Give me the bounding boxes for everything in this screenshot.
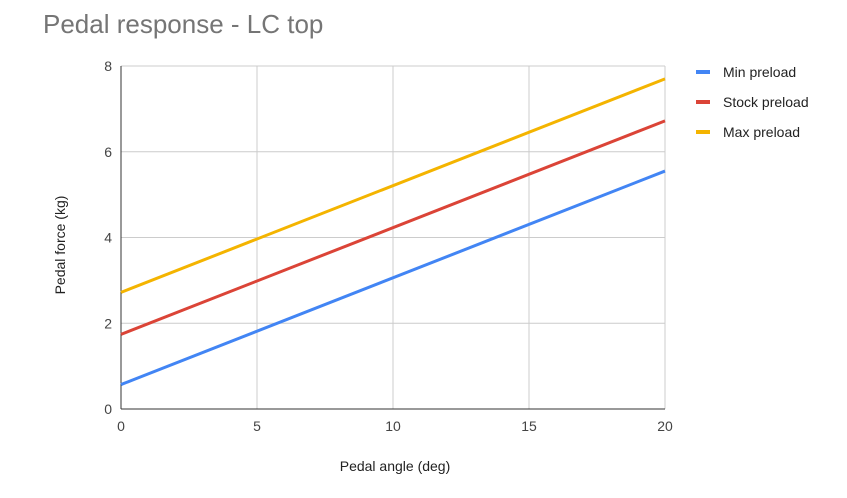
legend-label-min-preload: Min preload [723, 64, 797, 80]
x-axis-label: Pedal angle (deg) [339, 458, 451, 474]
x-tick-label: 20 [657, 418, 673, 434]
legend-swatch-stock-preload [696, 100, 710, 104]
y-axis-label: Pedal force (kg) [52, 195, 68, 295]
x-tick-label: 0 [117, 418, 125, 434]
y-tick-label: 2 [104, 315, 112, 331]
series-line-stock-preload [120, 119, 666, 336]
legend-item-min-preload[interactable]: Min preload [696, 57, 809, 87]
y-tick-label: 6 [104, 144, 112, 160]
legend-label-max-preload: Max preload [723, 124, 801, 140]
chart-title: Pedal response - LC top [43, 9, 324, 39]
x-tick-label: 10 [385, 418, 401, 434]
legend-label-stock-preload: Stock preload [723, 94, 809, 110]
x-tick-label: 5 [253, 418, 261, 434]
legend: Min preload Stock preload Max preload [696, 57, 809, 147]
legend-swatch-max-preload [696, 130, 710, 134]
legend-item-stock-preload[interactable]: Stock preload [696, 87, 809, 117]
x-tick-label: 15 [521, 418, 537, 434]
legend-swatch-min-preload [696, 70, 710, 74]
legend-item-max-preload[interactable]: Max preload [696, 117, 809, 147]
series-line-min-preload [120, 169, 666, 386]
y-tick-label: 4 [104, 230, 112, 246]
y-tick-label: 8 [104, 58, 112, 74]
y-tick-label: 0 [104, 401, 112, 417]
series-line-max-preload [120, 77, 666, 294]
